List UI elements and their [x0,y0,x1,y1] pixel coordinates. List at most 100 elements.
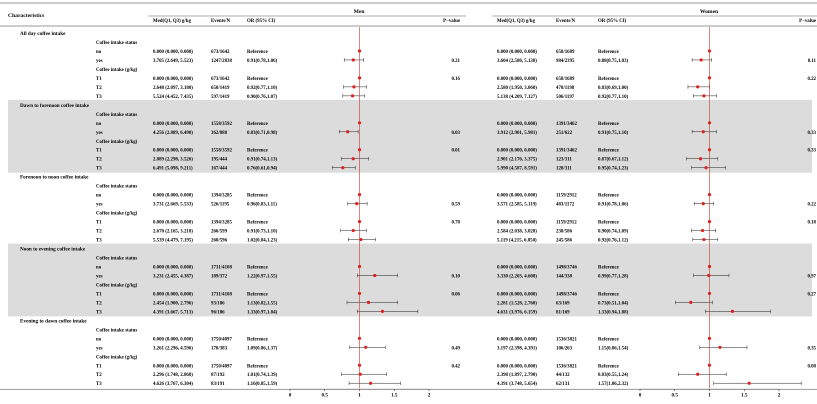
men-or-point [351,58,355,62]
women-or-cell: 0.87(0.67,1.12) [598,158,629,163]
women-median-cell: 5.119 (4.215, 6.850) [497,239,537,244]
women-median-cell: 2.901 (2.176, 3.375) [497,158,537,163]
men-or-cell: 1.16(0.85,1.59) [247,382,278,387]
women-median-cell: 5.990 (4.587, 8.591) [497,167,537,172]
women-events-cell: 1536/3821 [556,337,577,342]
men-or-cell: 0.76(0.61,0.94) [247,167,278,172]
men-events-cell: 1750/4097 [211,337,232,342]
men-p-value: 0.03 [451,131,460,136]
men-or-cell: Reference [247,122,269,127]
women-x-tick-label: 0 [639,393,642,399]
women-x-tick-label: 1.5 [741,393,748,399]
men-or-cell: 1.02(0.84,1.23) [247,239,278,244]
men-median-cell: 5.539 (4.479, 7.195) [153,239,193,244]
women-median-cell: 0.000 (0.000, 0.000) [497,292,537,297]
men-events-cell: 1558/3592 [211,122,232,127]
men-median-cell: 6.491 (5.098, 9.211) [153,167,193,172]
women-events-cell: 251/622 [556,131,573,136]
row-label: no [96,337,102,342]
women-median-cell: 2.281 (1.528, 2.768) [497,301,537,306]
women-or-point [704,166,708,170]
men-events-cell: 673/1642 [211,77,230,82]
men-events-cell: 362/888 [211,131,228,136]
women-col-med-header: Med(Q1, Q3) g/kg [497,19,535,24]
women-or-point [718,345,722,349]
women-events-cell: 658/1689 [556,77,575,82]
women-or-cell: Reference [598,149,620,154]
women-or-cell: Reference [598,292,620,297]
women-events-cell: 483/1172 [556,203,575,208]
women-events-cell: 123/311 [556,158,572,163]
men-p-value: 0.06 [451,292,460,297]
men-events-cell: 260/596 [211,239,228,244]
women-x-tick-label: 0.5 [672,393,679,399]
women-median-cell: 3.197 (2.398, 4.391) [497,346,537,351]
men-or-cell: 0.83(0.71,0.98) [247,131,278,136]
men-col-p-header: P−value [443,19,461,24]
men-or-cell: 0.91(0.73,1.10) [247,230,278,235]
women-or-cell: 0.92(0.76,1.12) [598,239,629,244]
women-or-cell: 0.83(0.69,1.00) [598,86,629,91]
men-p-value: 0.78 [451,221,460,226]
women-or-point [747,381,751,385]
men-events-cell: 170/383 [211,346,228,351]
women-x-tick-label: 2 [778,393,781,399]
row-label: yes [96,203,103,208]
group-label: Coffee intake (g/kg) [96,283,138,288]
women-events-cell: 1498/3746 [556,292,577,297]
section-title: All day coffee intake [20,31,66,37]
row-label: T2 [96,301,102,306]
men-median-cell: 4.626 (3.767, 6.304) [153,382,193,387]
women-or-point [707,273,711,278]
men-or-cell: Reference [247,337,269,342]
row-label: no [96,194,102,199]
women-or-cell: Reference [598,194,620,199]
men-x-tick-label: 0.5 [322,393,329,399]
men-or-cell: Reference [247,364,269,369]
row-label: no [96,50,102,55]
women-p-value: 0.18 [807,221,816,226]
women-or-cell: 0.99(0.77,1.28) [598,274,629,279]
women-p-value: 0.33 [807,131,816,136]
women-or-point [702,237,706,242]
men-events-cell: 1247/2838 [211,59,232,64]
men-events-cell: 1750/4097 [211,364,232,369]
row-label: T2 [96,230,102,235]
women-median-cell: 0.000 (0.000, 0.000) [497,221,537,226]
women-events-cell: 238/586 [556,230,573,235]
men-median-cell: 0.000 (0.000, 0.000) [153,77,193,82]
women-or-point [702,94,706,98]
men-median-cell: 3.231 (2.455, 4.387) [153,274,193,279]
x-axis: 0 0.5 1 1.5 2 0 0.5 1 1.5 2 [0,388,817,399]
row-label: T1 [96,364,102,369]
men-median-cell: 2.454 (1.900, 2.796) [153,301,193,306]
men-x-tick-label: 1.5 [391,393,398,399]
women-events-cell: 245/586 [556,239,573,244]
men-or-cell: 0.96(0.83,1.11) [247,203,277,208]
header-men: Men [354,9,366,15]
women-or-cell: 0.90(0.74,1.09) [598,230,629,235]
men-events-cell: 96/186 [211,310,225,315]
men-or-point [364,345,368,349]
women-events-cell: 478/1198 [556,86,575,91]
men-or-point [358,372,362,376]
group-label: Coffee intake status [96,185,137,190]
men-p-value: 0.10 [451,274,460,279]
section-shading [8,243,812,317]
men-or-cell: Reference [247,194,269,199]
men-or-cell: Reference [247,265,269,270]
men-p-value: 0.21 [451,59,460,64]
women-events-cell: 1391/3462 [556,149,577,154]
table-text: All day coffee intake Coffee intake statu… [20,31,817,387]
men-p-value: 0.01 [451,149,460,154]
women-or-cell: Reference [598,265,620,270]
women-p-value: 0.97 [807,274,816,279]
men-median-cell: 4.391 (3.667, 5.713) [153,310,193,315]
men-or-point [369,381,373,385]
group-label: Coffee intake (g/kg) [96,68,138,73]
section-title: Dawn to forenoon coffee intake [20,103,90,109]
men-median-cell: 2.889 (2.298, 3.526) [153,158,193,163]
section-title: Forenoon to noon coffee intake [20,175,89,181]
men-or-point [351,228,355,233]
row-label: T3 [96,310,102,315]
